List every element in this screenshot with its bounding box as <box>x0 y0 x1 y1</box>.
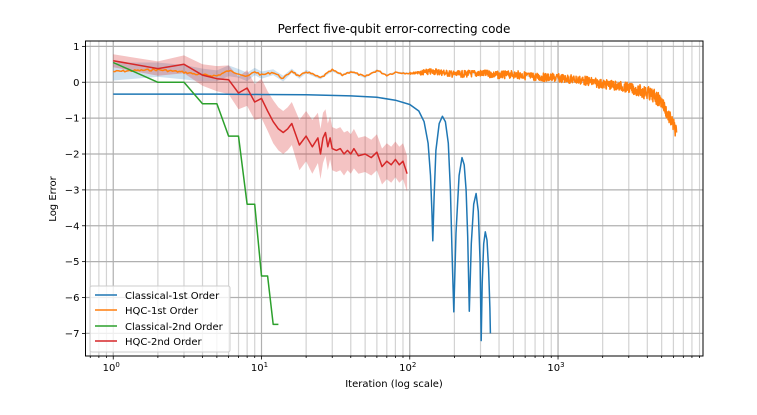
legend-item-hqc-2nd: HQC-2nd Order <box>95 337 203 348</box>
x-tick-label: 102 <box>399 361 416 374</box>
confidence-band <box>113 54 408 192</box>
x-axis-ticks: 100 101 102 103 <box>89 356 700 374</box>
y-tick-label: −1 <box>65 114 80 125</box>
y-axis-label: Log Error <box>48 175 59 221</box>
legend: Classical-1st Order HQC-1st Order Classi… <box>89 285 231 353</box>
y-tick-label: −4 <box>65 221 80 232</box>
series-line-hqc-1st-order <box>113 68 678 137</box>
legend-item-classical-2nd: Classical-2nd Order <box>95 322 224 333</box>
confidence-band <box>113 62 677 134</box>
confidence-bands <box>113 54 677 192</box>
legend-label: Classical-1st Order <box>125 291 220 302</box>
y-axis-ticks: 1 0 −1 −2 −3 −4 −5 −6 −7 <box>65 42 86 340</box>
x-tick-label: 100 <box>103 361 120 374</box>
plot-frame <box>85 40 704 357</box>
legend-label: HQC-1st Order <box>125 306 199 317</box>
y-tick-label: −2 <box>65 150 80 161</box>
legend-box <box>89 285 231 353</box>
y-tick-label: −5 <box>65 257 80 268</box>
y-tick-label: −7 <box>65 329 80 340</box>
series-lines <box>112 59 678 342</box>
chart-title: Perfect five-qubit error-correcting code <box>278 22 511 36</box>
series-line-classical-2nd-order <box>112 61 279 326</box>
legend-item-classical-1st: Classical-1st Order <box>95 291 220 302</box>
y-tick-label: 1 <box>73 42 79 53</box>
x-tick-label: 101 <box>251 361 268 374</box>
series-line-classical-1st-order <box>113 93 492 342</box>
y-tick-label: −3 <box>65 185 80 196</box>
legend-label: Classical-2nd Order <box>125 322 224 333</box>
y-tick-label: 0 <box>73 78 79 89</box>
x-tick-label: 103 <box>547 361 564 374</box>
series-line-hqc-2nd-order <box>113 59 408 174</box>
legend-item-hqc-1st: HQC-1st Order <box>95 306 199 317</box>
y-tick-label: −6 <box>65 293 80 304</box>
legend-label: HQC-2nd Order <box>125 337 203 348</box>
x-axis-label: Iteration (log scale) <box>345 379 443 390</box>
